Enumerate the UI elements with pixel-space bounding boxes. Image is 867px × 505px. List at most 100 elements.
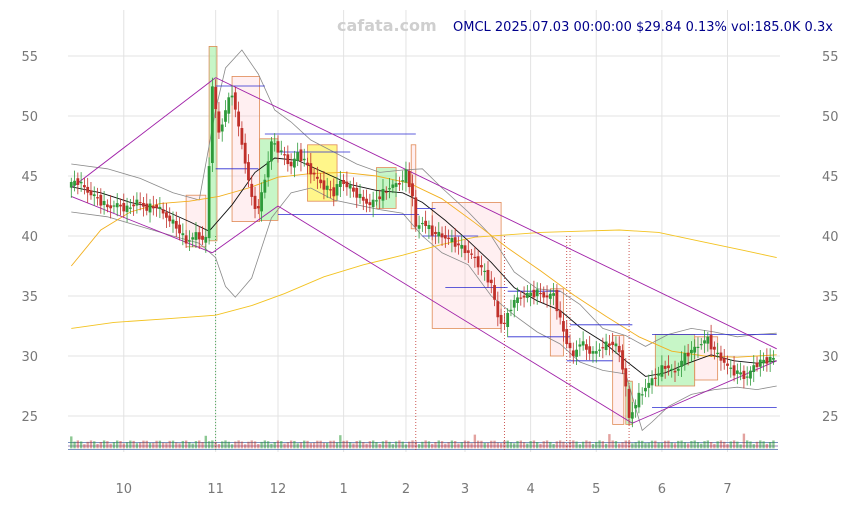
candle-body-29: [165, 212, 168, 218]
volume-bar-71: [303, 440, 306, 449]
volume-bar-16: [122, 443, 125, 449]
x-tick-9: 7: [723, 482, 731, 497]
candle-body-42: [207, 166, 211, 239]
candle-body-128: [489, 279, 493, 284]
volume-bar-26: [155, 440, 158, 449]
candle-body-61: [270, 141, 273, 162]
volume-bar-75: [316, 440, 319, 449]
volume-bar-85: [348, 442, 352, 449]
volume-bar-49: [230, 444, 234, 449]
candle-body-70: [299, 149, 303, 162]
candle-body-166: [614, 343, 618, 347]
volume-bar-53: [243, 444, 247, 449]
candle-body-208: [752, 365, 756, 373]
volume-bar-45: [217, 444, 221, 449]
volume-bar-167: [618, 443, 621, 449]
volume-bar-51: [237, 440, 240, 449]
candle-body-30: [168, 215, 172, 222]
volume-bar-180: [660, 442, 664, 449]
volume-bar-178: [654, 440, 657, 449]
volume-bar-3: [79, 441, 83, 449]
volume-bar-182: [667, 440, 670, 449]
candle-body-171: [630, 412, 634, 419]
volume-bar-47: [224, 440, 227, 449]
candle-body-139: [525, 292, 529, 298]
volume-bar-66: [286, 442, 290, 449]
volume-bar-46: [221, 441, 224, 449]
candle-body-6: [89, 190, 93, 196]
candle-body-169: [624, 368, 628, 387]
candle-body-151: [565, 328, 569, 345]
candle-body-172: [634, 405, 638, 409]
volume-bar-164: [608, 434, 611, 449]
volume-bar-173: [637, 440, 641, 449]
volume-bar-143: [539, 443, 542, 449]
volume-bar-197: [716, 441, 719, 449]
volume-bar-89: [362, 442, 365, 449]
volume-bar-192: [700, 443, 703, 449]
candle-body-107: [420, 222, 424, 225]
candle-body-65: [283, 154, 286, 156]
volume-bar-61: [270, 443, 273, 449]
y-tick-left-6: 55: [21, 50, 38, 65]
candle-body-130: [496, 301, 500, 318]
candle-body-134: [509, 309, 513, 312]
volume-bar-93: [375, 441, 378, 449]
candle-body-79: [329, 189, 332, 191]
candle-body-21: [138, 202, 142, 204]
candle-body-155: [578, 344, 582, 347]
candle-body-110: [430, 225, 434, 236]
candle-body-122: [470, 253, 473, 255]
volume-bar-80: [332, 440, 335, 449]
volume-bar-103: [408, 441, 411, 449]
volume-bar-115: [447, 442, 450, 449]
candle-body-114: [443, 235, 447, 239]
volume-bar-76: [319, 440, 322, 449]
candle-body-77: [322, 180, 326, 190]
candle-body-50: [233, 92, 237, 110]
volume-bar-60: [266, 441, 270, 449]
volume-bar-124: [476, 440, 480, 449]
volume-bar-204: [739, 444, 742, 449]
volume-bar-114: [444, 443, 447, 449]
volume-bar-10: [102, 440, 106, 449]
y-tick-right-4: 45: [822, 170, 839, 185]
volume-bar-210: [759, 440, 762, 449]
volume-bar-41: [204, 435, 208, 449]
candle-body-57: [256, 206, 260, 209]
candle-body-182: [667, 365, 670, 369]
candle-body-86: [352, 187, 355, 192]
volume-bar-86: [352, 443, 355, 449]
volume-bar-106: [417, 444, 421, 449]
volume-bar-64: [280, 441, 283, 449]
candle-body-157: [585, 344, 588, 350]
candle-body-52: [240, 128, 244, 145]
candle-body-205: [742, 370, 746, 379]
x-tick-0: 10: [116, 482, 133, 497]
volume-bar-190: [693, 440, 696, 449]
volume-bar-31: [171, 440, 175, 449]
volume-bar-8: [96, 443, 99, 449]
candle-body-197: [716, 352, 720, 355]
candle-body-25: [151, 206, 155, 209]
volume-bar-189: [690, 440, 693, 449]
candle-body-140: [529, 292, 533, 297]
volume-bar-152: [568, 441, 572, 449]
volume-bar-179: [657, 442, 660, 449]
candle-body-18: [128, 207, 132, 209]
candle-body-10: [102, 200, 106, 206]
volume-bar-129: [493, 440, 496, 449]
volume-bar-42: [207, 441, 211, 449]
candle-body-108: [424, 220, 428, 227]
x-tick-4: 2: [402, 482, 410, 497]
candle-body-78: [325, 185, 329, 190]
volume-bar-7: [93, 441, 96, 449]
candle-body-213: [768, 356, 772, 363]
candle-body-80: [332, 187, 336, 197]
candle-body-135: [512, 299, 516, 308]
volume-bar-171: [631, 443, 634, 449]
volume-bar-36: [188, 442, 191, 449]
volume-bar-183: [670, 442, 673, 449]
volume-bar-177: [650, 440, 654, 449]
candle-body-35: [184, 235, 188, 244]
